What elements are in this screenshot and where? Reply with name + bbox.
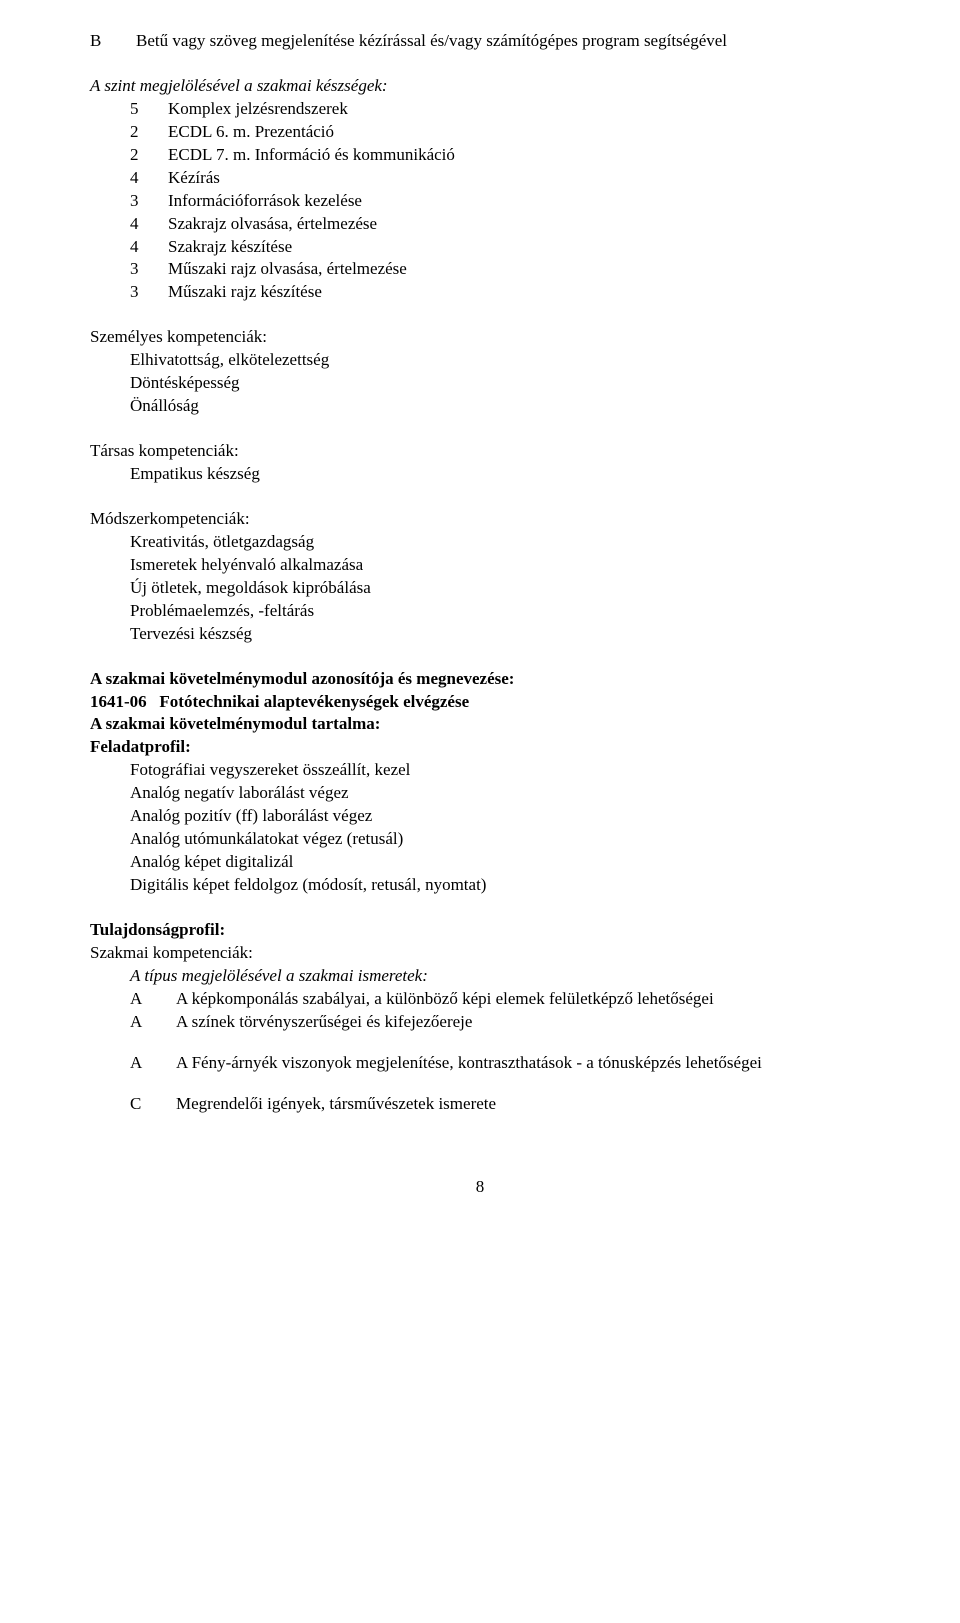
modul-line: 1641-06 Fotótechnikai alaptevékenységek … bbox=[90, 691, 870, 714]
modul-heading: A szakmai követelménymodul azonosítója é… bbox=[90, 668, 870, 691]
list-item: Önállóság bbox=[130, 395, 870, 418]
szint-item: 5 Komplex jelzésrendszerek bbox=[130, 98, 870, 121]
szint-item: 4 Szakrajz olvasása, értelmezése bbox=[130, 213, 870, 236]
item-text: Műszaki rajz készítése bbox=[168, 281, 322, 304]
szint-item: 3 Információforrások kezelése bbox=[130, 190, 870, 213]
item-num: 4 bbox=[130, 213, 142, 236]
szint-item: 3 Műszaki rajz készítése bbox=[130, 281, 870, 304]
modszer-title: Módszerkompetenciák: bbox=[90, 508, 870, 531]
item-num: 2 bbox=[130, 121, 142, 144]
item-num: 3 bbox=[130, 190, 142, 213]
page-number: 8 bbox=[90, 1176, 870, 1199]
list-item: Empatikus készség bbox=[130, 463, 870, 486]
top-line-text: Betű vagy szöveg megjelenítése kézírássa… bbox=[136, 30, 727, 53]
item-text: Műszaki rajz olvasása, értelmezése bbox=[168, 258, 407, 281]
list-item: Digitális képet feldolgoz (módosít, retu… bbox=[130, 874, 870, 897]
tipus-item: A A színek törvényszerűségei és kifejezőe… bbox=[130, 1011, 870, 1034]
item-text: Megrendelői igények, társművészetek isme… bbox=[176, 1093, 496, 1116]
list-item: Elhivatottság, elkötelezettség bbox=[130, 349, 870, 372]
item-text: A képkomponálás szabályai, a különböző k… bbox=[176, 988, 714, 1011]
list-item: Kreativitás, ötletgazdagság bbox=[130, 531, 870, 554]
modul-tartalom: A szakmai követelménymodul tartalma: bbox=[90, 713, 870, 736]
szint-item: 4 Kézírás bbox=[130, 167, 870, 190]
letter-b: B bbox=[90, 30, 106, 53]
szemelyes-title: Személyes kompetenciák: bbox=[90, 326, 870, 349]
tipus-item: A A képkomponálás szabályai, a különböző … bbox=[130, 988, 870, 1011]
szint-heading: A szint megjelölésével a szakmai készség… bbox=[90, 75, 870, 98]
list-item: Ismeretek helyénvaló alkalmazása bbox=[130, 554, 870, 577]
item-text: ECDL 7. m. Információ és kommunikáció bbox=[168, 144, 455, 167]
item-text: Szakrajz olvasása, értelmezése bbox=[168, 213, 377, 236]
item-letter: C bbox=[130, 1093, 146, 1116]
tulajdonsag-title: Tulajdonságprofil: bbox=[90, 919, 870, 942]
szint-item: 2 ECDL 6. m. Prezentáció bbox=[130, 121, 870, 144]
item-text: A Fény-árnyék viszonyok megjelenítése, k… bbox=[176, 1052, 762, 1075]
item-text: Információforrások kezelése bbox=[168, 190, 362, 213]
list-item: Analóg képet digitalizál bbox=[130, 851, 870, 874]
item-letter: A bbox=[130, 1052, 146, 1075]
list-item: Új ötletek, megoldások kipróbálása bbox=[130, 577, 870, 600]
item-num: 2 bbox=[130, 144, 142, 167]
modszer-list: Kreativitás, ötletgazdagság Ismeretek he… bbox=[90, 531, 870, 646]
szakmai-komp: Szakmai kompetenciák: bbox=[90, 942, 870, 965]
item-num: 5 bbox=[130, 98, 142, 121]
item-num: 3 bbox=[130, 281, 142, 304]
item-num: 4 bbox=[130, 167, 142, 190]
item-num: 4 bbox=[130, 236, 142, 259]
tipus-heading: A típus megjelölésével a szakmai ismeret… bbox=[90, 965, 870, 988]
szint-item: 3 Műszaki rajz olvasása, értelmezése bbox=[130, 258, 870, 281]
szint-list: 5 Komplex jelzésrendszerek 2 ECDL 6. m. Pr… bbox=[90, 98, 870, 304]
szint-item: 4 Szakrajz készítése bbox=[130, 236, 870, 259]
item-letter: A bbox=[130, 988, 146, 1011]
tipus-item: C Megrendelői igények, társművészetek ism… bbox=[130, 1093, 870, 1116]
modul-name: Fotótechnikai alaptevékenységek elvégzés… bbox=[159, 692, 469, 711]
list-item: Analóg pozitív (ff) laborálást végez bbox=[130, 805, 870, 828]
tipus-item: A A Fény-árnyék viszonyok megjelenítése, … bbox=[130, 1052, 870, 1075]
item-text: Szakrajz készítése bbox=[168, 236, 292, 259]
feladatprofil-title: Feladatprofil: bbox=[90, 736, 870, 759]
list-item: Problémaelemzés, -feltárás bbox=[130, 600, 870, 623]
list-item: Tervezési készség bbox=[130, 623, 870, 646]
tipus-list: A A képkomponálás szabályai, a különböző … bbox=[90, 988, 870, 1116]
tarsas-title: Társas kompetenciák: bbox=[90, 440, 870, 463]
item-num: 3 bbox=[130, 258, 142, 281]
top-letter-row: B Betű vagy szöveg megjelenítése kézírás… bbox=[90, 30, 870, 53]
szemelyes-list: Elhivatottság, elkötelezettség Döntéskép… bbox=[90, 349, 870, 418]
tarsas-list: Empatikus készség bbox=[90, 463, 870, 486]
feladatprofil-list: Fotográfiai vegyszereket összeállít, kez… bbox=[90, 759, 870, 897]
item-letter: A bbox=[130, 1011, 146, 1034]
item-text: ECDL 6. m. Prezentáció bbox=[168, 121, 334, 144]
list-item: Döntésképesség bbox=[130, 372, 870, 395]
list-item: Analóg negatív laborálást végez bbox=[130, 782, 870, 805]
item-text: Komplex jelzésrendszerek bbox=[168, 98, 348, 121]
modul-code: 1641-06 bbox=[90, 692, 147, 711]
list-item: Fotográfiai vegyszereket összeállít, kez… bbox=[130, 759, 870, 782]
item-text: A színek törvényszerűségei és kifejezőer… bbox=[176, 1011, 472, 1034]
szint-item: 2 ECDL 7. m. Információ és kommunikáció bbox=[130, 144, 870, 167]
list-item: Analóg utómunkálatokat végez (retusál) bbox=[130, 828, 870, 851]
item-text: Kézírás bbox=[168, 167, 220, 190]
